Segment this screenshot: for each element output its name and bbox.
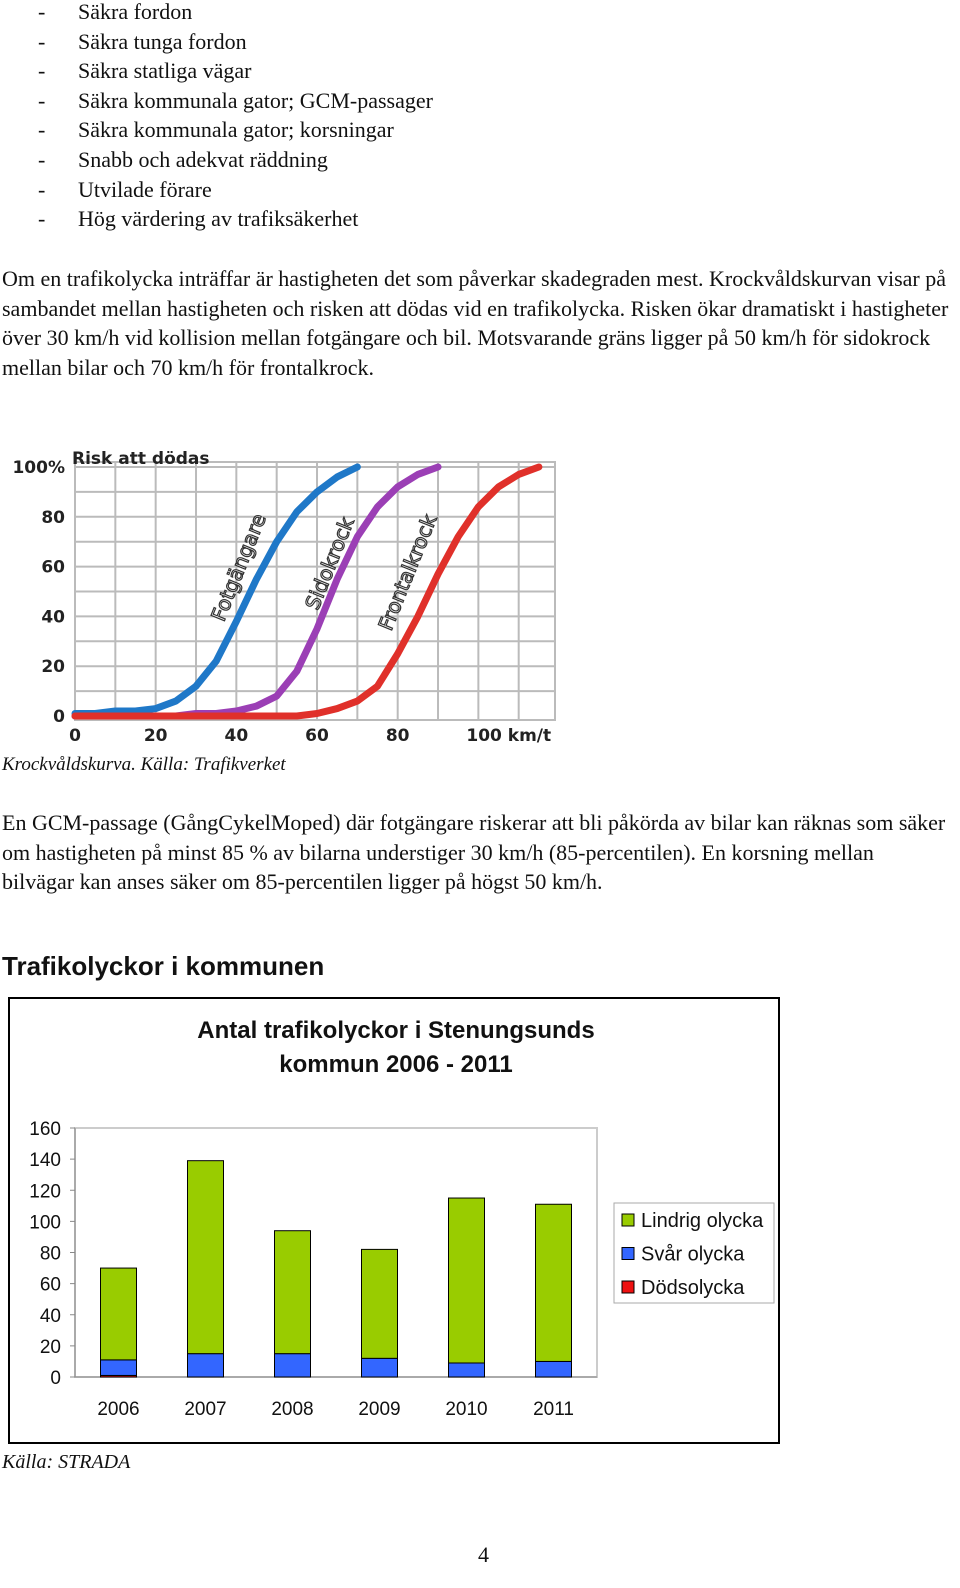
bullet-item: Säkra statliga vägar — [78, 58, 252, 84]
bullet-marker: - — [38, 206, 46, 232]
legend-label: Svår olycka — [641, 1244, 745, 1266]
y-tick-label: 40 — [41, 607, 65, 627]
page-number: 4 — [478, 1542, 489, 1567]
y-tick-label: 100% — [12, 458, 65, 478]
bullet-item: Säkra kommunala gator; GCM-passager — [78, 87, 433, 113]
bullet-item: Utvilade förare — [78, 176, 212, 202]
x-tick-label: 20 — [144, 726, 168, 746]
x-tick-label: 80 — [386, 726, 410, 746]
bar-segment — [361, 1248, 398, 1359]
bullet-marker: - — [38, 28, 46, 54]
y-tick-label: 80 — [40, 1244, 61, 1265]
curve — [71, 463, 543, 720]
x-tick-label: 2008 — [271, 1399, 313, 1420]
paragraph: Om en trafikolycka inträffar är hastighe… — [2, 266, 949, 380]
y-tick-label: 140 — [29, 1150, 61, 1171]
x-tick-label: 2010 — [445, 1399, 487, 1420]
bullet-item: Säkra kommunala gator; korsningar — [78, 117, 394, 143]
chart-frame — [8, 997, 780, 1444]
y-tick-label: 100 — [29, 1212, 61, 1233]
bullet-item: Hög värdering av trafiksäkerhet — [78, 206, 359, 232]
x-tick-label: 0 — [69, 726, 81, 746]
y-tick-label: 120 — [29, 1181, 61, 1202]
legend-box — [613, 1202, 775, 1304]
y-tick-label: 60 — [40, 1275, 61, 1296]
bar-segment — [274, 1353, 311, 1378]
bar-segment — [535, 1360, 572, 1378]
x-tick-label: 2011 — [533, 1399, 574, 1420]
x-tick-label: 60 — [305, 726, 329, 746]
x-tick-label: 100 km/t — [466, 726, 551, 746]
y-tick-label: 60 — [41, 558, 65, 578]
source: Källa: STRADA — [2, 1451, 131, 1473]
y-tick-label: 20 — [40, 1337, 61, 1358]
x-tick-label: 2007 — [184, 1399, 226, 1420]
bullet-marker: - — [38, 87, 46, 113]
bar-segment — [100, 1267, 137, 1361]
heading: Trafikolyckor i kommunen — [2, 951, 325, 981]
y-tick-label: 0 — [53, 707, 65, 727]
bar-segment — [187, 1160, 224, 1355]
bar-segment — [187, 1353, 224, 1378]
bar-segment — [100, 1359, 137, 1376]
y-axis-label: Risk att dödas — [72, 449, 210, 469]
curve — [71, 463, 361, 718]
y-tick-label: 160 — [29, 1119, 61, 1140]
y-tick-label: 0 — [50, 1368, 61, 1389]
chart-title: Antal trafikolyckor i Stenungsunds kommu… — [197, 1017, 595, 1078]
legend-swatch — [621, 1280, 635, 1294]
bullet-marker: - — [38, 147, 46, 172]
bullet-marker: - — [38, 176, 46, 202]
y-tick-label: 40 — [40, 1306, 61, 1327]
bullet-marker: - — [38, 0, 46, 24]
bullet-item: Snabb och adekvat räddning — [78, 147, 328, 172]
bullet-marker: - — [38, 117, 46, 143]
legend-label: Dödsolycka — [641, 1277, 745, 1299]
bar-segment — [448, 1197, 485, 1364]
legend-swatch — [621, 1213, 635, 1227]
bar-segment — [535, 1203, 572, 1362]
figure-caption: Krockvåldskurva. Källa: Trafikverket — [2, 754, 286, 775]
legend-label: Lindrig olycka — [641, 1210, 764, 1232]
bar-segment — [361, 1357, 398, 1378]
y-tick-label: 20 — [41, 657, 65, 677]
bullet-item: Säkra tunga fordon — [78, 28, 247, 54]
y-tick-label: 80 — [41, 508, 65, 528]
plot-area — [74, 1127, 598, 1378]
x-tick-label: 2006 — [97, 1399, 139, 1420]
x-tick-label: 2009 — [358, 1399, 400, 1420]
bar-segment — [448, 1362, 485, 1378]
bullet-marker: - — [38, 58, 46, 84]
bar-segment — [274, 1230, 311, 1355]
x-tick-label: 40 — [225, 726, 249, 746]
bullet-item: Säkra fordon — [78, 0, 193, 24]
paragraph: En GCM-passage (GångCykelMoped) där fotg… — [2, 810, 946, 895]
legend-swatch — [621, 1247, 635, 1260]
